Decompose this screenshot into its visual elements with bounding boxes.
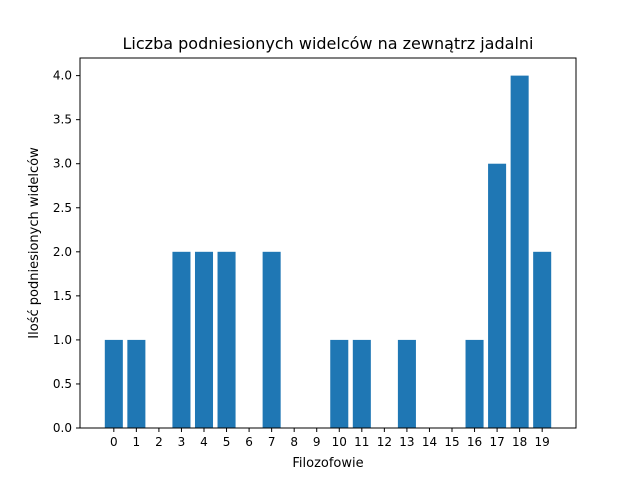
x-tick-label: 15	[444, 435, 459, 449]
x-tick-label: 3	[178, 435, 186, 449]
x-tick-label: 12	[377, 435, 392, 449]
y-tick-label: 2.5	[53, 201, 72, 215]
y-axis-ticks: 0.0 0.5 1.0 1.5 2.0 2.5 3.0 3.5 4.0	[53, 69, 80, 435]
bar-5	[217, 251, 236, 428]
y-axis-label: Ilość podniesionych widelców	[27, 147, 42, 339]
x-tick-label: 2	[155, 435, 163, 449]
bar-0	[104, 339, 123, 428]
x-tick-label: 4	[200, 435, 208, 449]
y-tick-label: 0.0	[53, 421, 72, 435]
x-tick-label: 14	[422, 435, 437, 449]
x-axis-label: Filozofowie	[292, 456, 363, 471]
x-tick-label: 8	[290, 435, 298, 449]
y-tick-label: 1.5	[53, 289, 72, 303]
bar-3	[172, 251, 191, 428]
y-tick-label: 3.0	[53, 157, 72, 171]
x-tick-label: 19	[535, 435, 550, 449]
y-tick-label: 2.0	[53, 245, 72, 259]
plot-frame	[79, 57, 577, 429]
x-tick-label: 5	[223, 435, 231, 449]
bar-16	[465, 339, 484, 428]
x-tick-label: 6	[245, 435, 253, 449]
bar-19	[533, 251, 552, 428]
y-tick-label: 1.0	[53, 333, 72, 347]
x-axis-ticks: 0 1 2 3 4 5 6 7 8 9 10 11 12 13 14 15 16 17 18 19	[110, 428, 550, 449]
y-tick-label: 4.0	[53, 69, 72, 83]
x-tick-label: 13	[399, 435, 414, 449]
x-tick-label: 17	[489, 435, 504, 449]
x-tick-label: 9	[313, 435, 321, 449]
x-tick-label: 18	[512, 435, 527, 449]
x-tick-label: 10	[332, 435, 347, 449]
y-tick-label: 0.5	[53, 377, 72, 391]
x-tick-label: 7	[268, 435, 276, 449]
bar-4	[194, 251, 214, 428]
bar-1	[127, 339, 146, 428]
bar-13	[397, 339, 416, 428]
bar-18	[510, 75, 529, 429]
y-tick-label: 3.5	[53, 113, 72, 127]
bar-11	[352, 339, 371, 428]
x-tick-label: 16	[467, 435, 482, 449]
bar-10	[330, 339, 349, 428]
x-tick-label: 1	[133, 435, 141, 449]
bar-17	[488, 163, 507, 428]
chart-title: Liczba podniesionych widelców na zewnątr…	[123, 34, 534, 53]
bars-group	[104, 75, 552, 429]
x-tick-label: 11	[354, 435, 369, 449]
bar-7	[262, 251, 281, 428]
x-tick-label: 0	[110, 435, 118, 449]
